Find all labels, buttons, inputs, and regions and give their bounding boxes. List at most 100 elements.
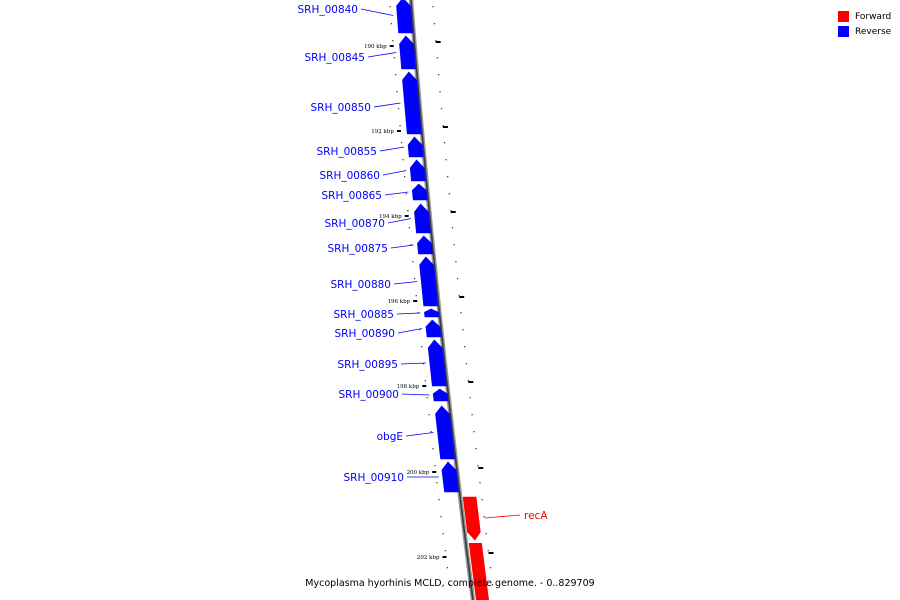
gene-label[interactable]: SRH_00865 [321, 190, 382, 202]
minor-tick [491, 584, 494, 586]
minor-tick [438, 74, 440, 76]
minor-tick [404, 176, 406, 178]
legend-reverse-label: Reverse [855, 26, 892, 37]
gene-label[interactable]: recA [524, 510, 548, 522]
gene-label[interactable]: SRH_00860 [319, 170, 380, 182]
connector [390, 244, 414, 249]
gene-arrow-SRH_00885[interactable] [424, 308, 440, 318]
gene-label[interactable]: SRH_00885 [333, 309, 394, 321]
minor-tick [435, 40, 437, 42]
minor-tick [426, 397, 428, 399]
minor-tick [399, 125, 401, 127]
gene-label[interactable]: SRH_00910 [343, 472, 404, 484]
gene-label[interactable]: obgE [377, 431, 403, 443]
gene-arrow-continuation [468, 543, 489, 600]
gene-arrow-SRH_00845[interactable] [399, 35, 416, 70]
minor-tick [424, 380, 426, 382]
gene-arrow-SRH_00840[interactable] [396, 0, 413, 34]
minor-tick [448, 193, 450, 195]
minor-tick [433, 23, 436, 25]
gene-arrow-SRH_00910[interactable] [441, 461, 459, 493]
connector [396, 312, 421, 315]
minor-tick [448, 584, 451, 586]
gene-label[interactable]: SRH_00850 [310, 102, 371, 114]
minor-tick [412, 261, 414, 263]
connector [397, 328, 423, 334]
tick-label: 192 kbp [371, 129, 394, 135]
gene-arrow-SRH_00875[interactable] [417, 235, 433, 255]
minor-tick [455, 261, 457, 263]
minor-tick [395, 74, 397, 76]
gene-arrow-SRH_00890[interactable] [425, 319, 442, 338]
gene-label[interactable]: SRH_00890 [334, 328, 395, 340]
connector [484, 514, 521, 519]
minor-tick [485, 533, 487, 535]
connector [401, 393, 430, 396]
minor-tick [473, 431, 475, 433]
connector [379, 146, 405, 152]
minor-tick [393, 57, 395, 59]
minor-tick [408, 227, 411, 229]
minor-tick [460, 312, 462, 314]
gene-label[interactable]: SRH_00895 [337, 359, 398, 371]
minor-tick [453, 244, 455, 246]
minor-tick [481, 499, 483, 501]
minor-tick [440, 516, 442, 518]
gene-arrow-SRH_00900[interactable] [432, 388, 449, 402]
minor-tick [451, 227, 454, 229]
minor-tick [389, 6, 391, 8]
tick-label: 190 kbp [364, 44, 387, 50]
gene-label[interactable]: SRH_00900 [338, 389, 399, 401]
legend-forward: Forward [838, 9, 891, 24]
connector [393, 281, 418, 285]
gene-arrow-SRH_00860[interactable] [409, 159, 426, 182]
minor-tick [446, 567, 449, 569]
gene-arrow-SRH_00880[interactable] [419, 256, 439, 307]
connector [367, 52, 397, 58]
minor-tick [436, 57, 438, 59]
minor-tick [396, 91, 398, 93]
gene-arrow-obgE[interactable] [435, 405, 455, 460]
gene-arrow-recA[interactable] [462, 496, 481, 541]
forward-swatch-icon [838, 11, 849, 22]
minor-tick [467, 380, 469, 382]
gene-arrow-SRH_00865[interactable] [411, 183, 428, 201]
minor-tick [413, 278, 416, 280]
connector [360, 8, 394, 16]
minor-tick [456, 278, 459, 280]
gene-label[interactable]: SRH_00845 [304, 52, 365, 64]
minor-tick [479, 482, 481, 484]
minor-tick [489, 567, 492, 569]
gene-label[interactable]: SRH_00875 [327, 243, 388, 255]
connector [373, 102, 401, 108]
minor-tick [440, 108, 443, 110]
gene-arrow-SRH_00855[interactable] [407, 136, 424, 158]
minor-tick [471, 414, 473, 416]
minor-tick [469, 397, 471, 399]
reverse-swatch-icon [838, 26, 849, 37]
gene-arrow-SRH_00870[interactable] [414, 203, 431, 234]
minor-tick [483, 516, 485, 518]
minor-tick [428, 414, 430, 416]
gene-label[interactable]: SRH_00855 [316, 146, 377, 158]
connector [382, 170, 407, 176]
minor-tick [419, 329, 421, 331]
gene-label[interactable]: SRH_00880 [330, 279, 391, 291]
minor-tick [475, 448, 477, 450]
minor-tick [390, 23, 393, 25]
minor-tick [464, 346, 466, 348]
minor-tick [439, 91, 441, 93]
gene-label[interactable]: SRH_00840 [297, 4, 358, 16]
minor-tick [447, 176, 449, 178]
tick-label: 202 kbp [417, 555, 440, 561]
connector [384, 191, 409, 196]
gene-label[interactable]: SRH_00870 [324, 218, 385, 230]
minor-tick [432, 448, 434, 450]
gene-arrow-SRH_00850[interactable] [402, 71, 422, 135]
minor-tick [462, 329, 464, 331]
minor-tick [392, 40, 394, 42]
minor-tick [415, 295, 417, 297]
legend: Forward Reverse [838, 9, 891, 39]
backbone [410, 0, 474, 600]
gene-arrow-SRH_00895[interactable] [427, 339, 447, 387]
